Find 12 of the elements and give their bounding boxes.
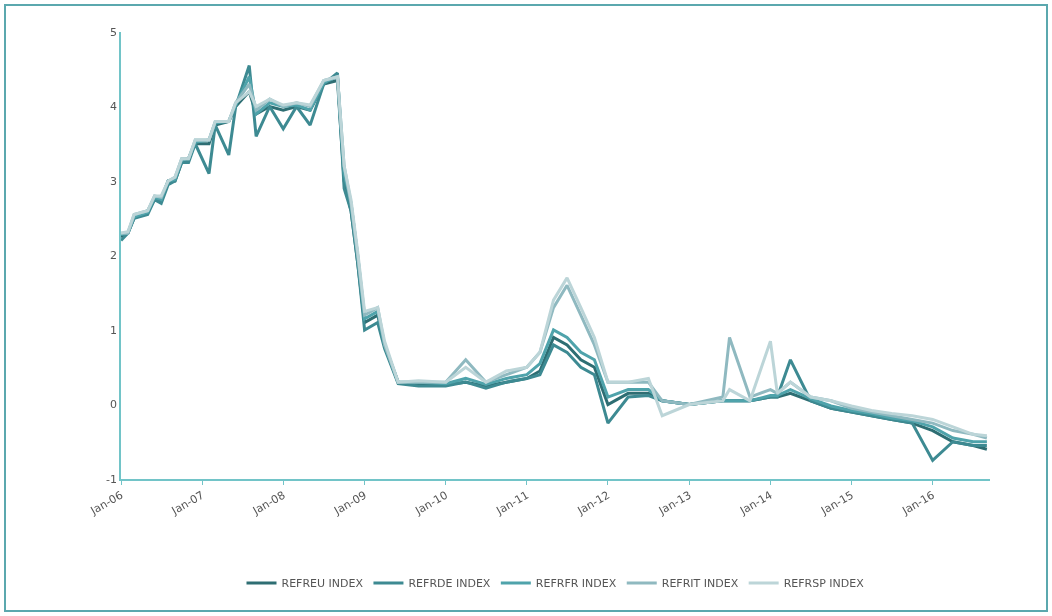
y-tick-label: 0 bbox=[110, 398, 118, 412]
legend-label: REFRIT INDEX bbox=[661, 577, 739, 591]
y-tick-label: -1 bbox=[106, 472, 118, 486]
y-tick-label: 5 bbox=[110, 25, 118, 39]
y-tick-label: 2 bbox=[110, 249, 118, 263]
y-tick-label: 4 bbox=[110, 100, 118, 114]
legend-label: REFRSP INDEX bbox=[783, 577, 865, 591]
y-tick-label: 3 bbox=[110, 174, 118, 188]
y-tick-label: 1 bbox=[110, 323, 118, 337]
legend-label: REFREU INDEX bbox=[281, 577, 364, 591]
legend-label: REFRDE INDEX bbox=[408, 577, 491, 591]
legend-label: REFRFR INDEX bbox=[535, 577, 617, 591]
